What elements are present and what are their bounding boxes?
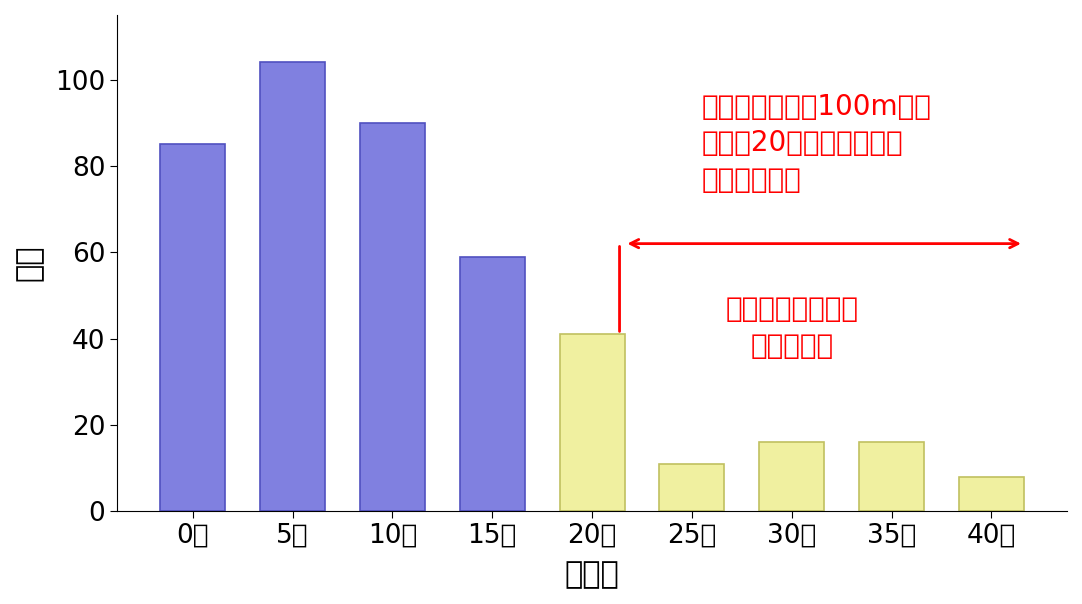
Bar: [160, 144, 225, 511]
Bar: [460, 257, 525, 511]
Bar: [360, 123, 425, 511]
Bar: [959, 477, 1024, 511]
Bar: [260, 62, 325, 511]
Text: 高経年技術評価が
求められる: 高経年技術評価が 求められる: [725, 295, 858, 360]
Bar: [559, 334, 624, 511]
Y-axis label: 棟数: 棟数: [15, 245, 44, 281]
X-axis label: 築年数: 築年数: [565, 560, 620, 589]
Bar: [859, 442, 924, 511]
Text: 東京地区の高さ100m以上
築年数20年以上の超高層
建物は８６棟: 東京地区の高さ100m以上 築年数20年以上の超高層 建物は８６棟: [702, 92, 932, 194]
Bar: [659, 464, 724, 511]
Bar: [760, 442, 824, 511]
